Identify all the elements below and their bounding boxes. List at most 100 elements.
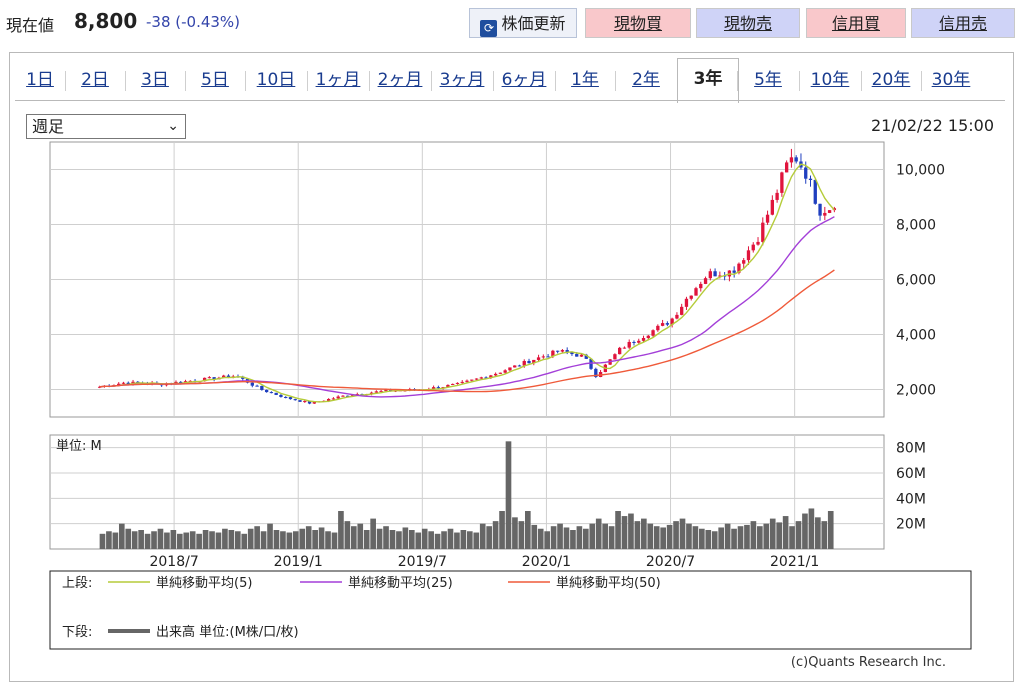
volume-bar [686,523,692,549]
volume-bar [402,527,409,549]
volume-bar [112,532,119,549]
candle-body [627,341,631,348]
tab-13[interactable]: 10年 [810,70,850,90]
candle-body [746,250,751,261]
tab-2[interactable]: 3日 [141,70,169,90]
candle-body [474,378,479,380]
candle-body [498,372,503,374]
candle-body [756,241,760,245]
volume-bar [583,528,589,549]
volume-tick-label: 20M [896,517,926,533]
tab-14[interactable]: 20年 [871,70,911,90]
tab-4[interactable]: 10日 [256,70,296,90]
tab-separator [431,71,432,91]
tab-11[interactable]: 3年 [677,58,739,103]
candle-body [336,396,340,399]
volume-bar [209,531,215,549]
candle-body [560,350,565,352]
tab-0[interactable]: 1日 [26,70,54,90]
tab-1[interactable]: 2日 [81,70,109,90]
candle-body [264,389,269,393]
tab-7[interactable]: 3ヶ月 [439,70,485,90]
volume-bar [157,528,164,549]
volume-bar [254,526,260,549]
candle-body [546,356,550,358]
tab-12[interactable]: 5年 [754,70,782,90]
candle-body [699,283,703,289]
margin-buy-button[interactable]: 信用買 [806,8,906,38]
candle-body [613,354,617,360]
volume-bar [769,518,776,549]
volume-bar [183,532,190,549]
candle-body [708,271,712,279]
candle-body [684,298,689,307]
margin-sell-button[interactable]: 信用売 [911,8,1015,38]
tab-15[interactable]: 30年 [931,70,971,90]
candle-body [818,203,822,216]
cash-sell-button[interactable]: 現物売 [696,8,800,38]
volume-tick-label: 40M [896,491,926,507]
volume-bar [376,528,383,549]
tab-8[interactable]: 6ヶ月 [501,70,547,90]
volume-bar [428,531,434,549]
candle-body [226,375,231,378]
volume-bar [176,533,183,549]
tab-10[interactable]: 2年 [632,70,660,90]
candle-body [823,212,827,216]
volume-bar [396,531,402,549]
candle-body [288,397,293,400]
candle-body [794,157,798,162]
candle-body [680,306,684,315]
volume-bar [202,530,209,549]
volume-bar [441,531,447,549]
candle-body [536,357,541,360]
tab-3[interactable]: 5日 [201,70,229,90]
candle-body [479,377,483,379]
x-tick-label: 2019/7 [398,554,447,570]
volume-bar [718,527,724,549]
candle-body [770,199,774,215]
volume-bar [292,531,299,549]
volume-bar [247,528,254,549]
chart-timestamp: 21/02/22 15:00 [870,116,994,135]
tab-5[interactable]: 1ヶ月 [315,70,361,90]
x-tick-label: 2018/7 [149,554,198,570]
candle-body [470,379,474,381]
candle-body [389,389,393,392]
tab-separator [65,71,66,91]
quote-header: 現在値 8,800 -38 (-0.43%) ⟳ 株価更新 現物買 現物売 信用買… [0,0,1024,44]
tab-separator [369,71,370,91]
period-select-value: 週足 [32,117,65,136]
volume-bar [711,531,718,549]
candle-body [379,390,383,392]
volume-bar [454,532,460,549]
tab-separator [921,71,922,91]
candle-body [532,359,536,364]
volume-bar [299,528,306,549]
legend-volume-label: 出来高 単位:(M株/口/枚) [156,624,299,640]
volume-bar [737,526,744,549]
legend-lower-label: 下段: [62,625,92,640]
tab-6[interactable]: 2ヶ月 [377,70,423,90]
volume-unit-label: 単位: M [56,438,102,454]
candle-body [255,385,259,387]
period-select[interactable]: 週足 ⌄ [26,114,186,139]
refresh-price-button[interactable]: ⟳ 株価更新 [469,8,577,38]
volume-bar [763,523,770,549]
volume-bar [557,523,563,549]
volume-bar [421,528,428,549]
period-tabs: 1日 2日 3日 5日 10日 1ヶ月 2ヶ月 3ヶ月 6ヶ月 1年 2年 3年 5年 10年 20年 30年 [15,58,1005,103]
volume-bar [370,518,376,549]
candle-body [293,399,297,401]
candle-body [713,271,717,277]
volume-bar [273,530,280,549]
candle-body [637,340,641,343]
legend-box [49,570,972,650]
volume-bar [486,526,492,549]
volume-bar [286,532,293,549]
volume-bar [512,517,518,549]
cash-buy-button[interactable]: 現物買 [585,8,691,38]
volume-bar [357,523,364,549]
tab-9[interactable]: 1年 [571,70,599,90]
